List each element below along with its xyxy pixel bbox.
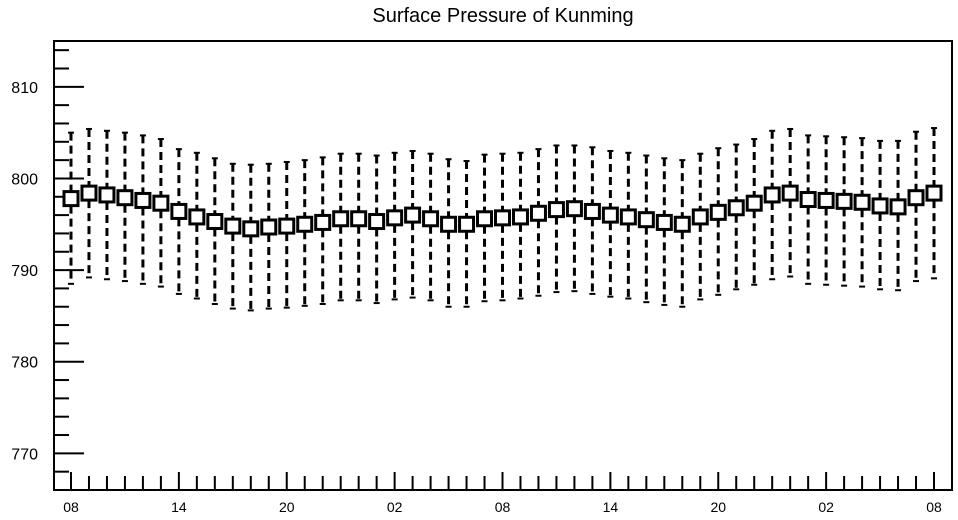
mean-marker [170,202,188,220]
mean-marker [296,215,314,233]
mean-marker [511,208,529,226]
y-tick-label: 800 [11,171,38,188]
mean-marker [835,192,853,210]
x-axis: 08 14 20 02 08 14 20 02 08 [63,472,942,515]
mean-marker [871,197,889,215]
mean-marker [458,215,476,233]
y-tick-label: 790 [11,263,38,280]
x-tick-label: 08 [63,499,79,515]
mean-marker [386,209,404,227]
mean-marker [152,194,170,212]
mean-marker [404,206,422,224]
mean-marker [673,215,691,233]
mean-marker [134,191,152,209]
mean-marker [565,200,583,218]
mean-marker [763,186,781,204]
mean-marker [422,210,440,228]
mean-marker [691,208,709,226]
mean-marker [98,186,116,204]
mean-marker [332,210,350,228]
mean-marker [817,191,835,209]
y-axis: 770 780 790 800 810 [11,49,84,491]
y-tick-label: 770 [11,446,38,463]
y-tick-label: 780 [11,355,38,372]
chart-title: Surface Pressure of Kunming [372,5,633,27]
x-tick-label: 02 [818,499,834,515]
mean-marker [655,213,673,231]
mean-marker [799,191,817,209]
mean-marker [889,198,907,216]
mean-marker [314,213,332,231]
x-tick-label: 20 [710,499,726,515]
markers-group [62,184,943,238]
mean-marker [476,210,494,228]
mean-marker [80,184,98,202]
whiskers-group [68,127,937,312]
mean-marker [116,189,134,207]
mean-marker [907,189,925,207]
mean-marker [583,202,601,220]
mean-marker [601,206,619,224]
mean-marker [925,184,943,202]
mean-marker [745,194,763,212]
mean-marker [547,201,565,219]
x-tick-label: 02 [387,499,403,515]
mean-marker [188,208,206,226]
x-tick-label: 08 [495,499,511,515]
mean-marker [224,217,242,235]
mean-marker [206,213,224,231]
mean-marker [853,193,871,211]
mean-marker [62,190,80,208]
y-tick-label: 810 [11,80,38,97]
mean-marker [368,213,386,231]
mean-marker [242,220,260,238]
mean-marker [781,184,799,202]
mean-marker [727,199,745,217]
mean-marker [350,210,368,228]
mean-marker [494,209,511,227]
mean-marker [709,203,727,221]
mean-marker [637,211,655,229]
mean-marker [260,218,278,236]
x-tick-label: 14 [171,499,187,515]
mean-marker [440,215,458,233]
mean-marker [529,204,547,222]
mean-marker [278,217,296,235]
x-tick-label: 20 [279,499,295,515]
x-tick-label: 08 [926,499,942,515]
mean-marker [619,208,637,226]
x-tick-label: 14 [603,499,619,515]
